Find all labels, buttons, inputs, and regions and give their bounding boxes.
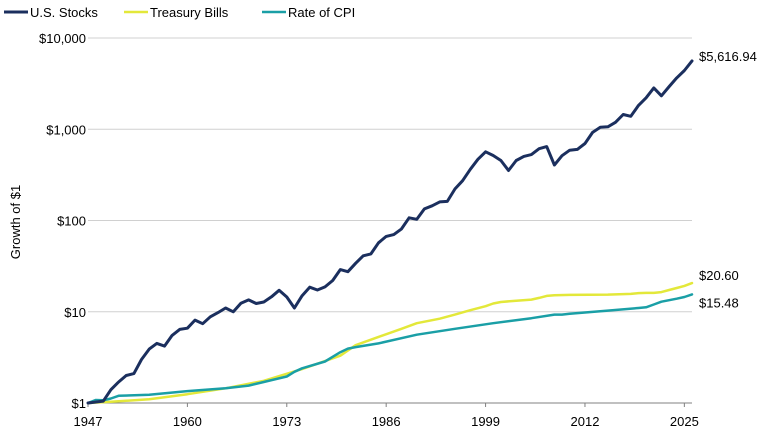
series-line-rate-of-cpi: [86, 293, 694, 405]
series-lines: [86, 59, 694, 405]
series-line-treasury-bills: [86, 281, 694, 405]
legend-label: U.S. Stocks: [30, 5, 98, 20]
x-tick-label: 1973: [272, 414, 301, 429]
x-tick-label: 1960: [173, 414, 202, 429]
x-tick-label: 1999: [471, 414, 500, 429]
end-label: $5,616.94: [699, 49, 757, 64]
y-tick-label: $1,000: [46, 122, 86, 137]
x-tick-label: 2012: [571, 414, 600, 429]
y-tick-label: $100: [57, 214, 86, 229]
y-tick-label: $10,000: [39, 31, 86, 46]
end-labels: $5,616.94 $20.60 $15.48: [699, 49, 757, 311]
x-tick-label: 1986: [372, 414, 401, 429]
y-tick-label: $10: [64, 305, 86, 320]
x-axis-ticks: 1947 1960 1973 1986 1999 2012 2025: [74, 403, 699, 429]
series-line-u-s-stocks: [86, 59, 694, 405]
y-axis-ticks: $1 $10 $100 $1,000 $10,000: [39, 31, 86, 411]
end-label: $20.60: [699, 268, 739, 283]
gridlines: [88, 37, 692, 404]
y-tick-label: $1: [72, 396, 86, 411]
end-label: $15.48: [699, 295, 739, 310]
legend-label: Treasury Bills: [150, 5, 229, 20]
legend-label: Rate of CPI: [288, 5, 355, 20]
legend: U.S. Stocks Treasury Bills Rate of CPI: [4, 5, 355, 20]
x-tick-label: 2025: [670, 414, 699, 429]
x-tick-label: 1947: [74, 414, 103, 429]
y-axis-label: Growth of $1: [8, 185, 23, 259]
